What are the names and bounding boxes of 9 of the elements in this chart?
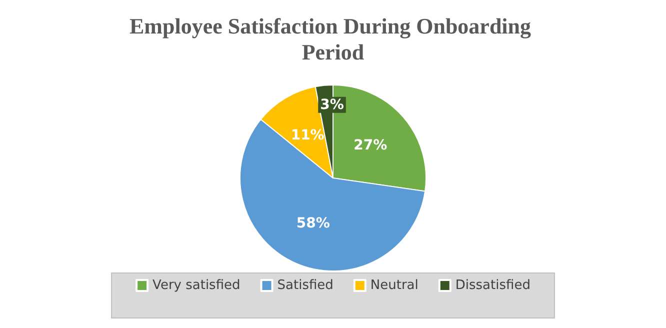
- data-label: 58%: [296, 215, 330, 232]
- legend-label: Dissatisfied: [455, 278, 530, 293]
- legend-label: Satisfied: [277, 278, 334, 293]
- data-label: 27%: [354, 138, 388, 154]
- data-label: 3%: [320, 96, 344, 113]
- legend-label: Very satisfied: [152, 278, 240, 293]
- chart-title: Employee Satisfaction During Onboarding Period: [129, 14, 537, 64]
- legend-label: Neutral: [370, 278, 418, 293]
- data-label: 11%: [290, 128, 324, 144]
